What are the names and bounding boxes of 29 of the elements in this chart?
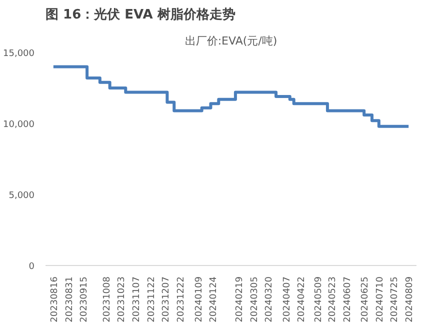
- x-tick-label: 20240710: [375, 276, 386, 322]
- x-tick-label: 20240219: [234, 276, 245, 322]
- x-tick-label: 20230816: [50, 276, 60, 322]
- x-tick-label: 20231207: [162, 276, 172, 322]
- y-tick-label: 15,000: [3, 49, 35, 59]
- x-tick-label: 20240625: [360, 276, 371, 322]
- x-tick-label: 20230831: [64, 276, 75, 322]
- x-tick-label: 20240320: [264, 276, 275, 322]
- x-tick-label: 20240509: [314, 276, 324, 322]
- y-tick-label: 0: [28, 262, 35, 272]
- x-tick-label: 20240124: [209, 276, 220, 322]
- x-tick-label: 20240725: [390, 276, 400, 322]
- x-tick-label: 20240305: [250, 276, 260, 322]
- x-tick-label: 20240607: [342, 276, 353, 322]
- x-tick-label: 20230915: [80, 276, 90, 322]
- x-tick-label: 20240422: [297, 276, 308, 322]
- x-tick-label: 20231122: [146, 276, 157, 322]
- y-tick-label: 10,000: [3, 120, 35, 130]
- y-tick-label: 5,000: [8, 191, 35, 201]
- x-tick-label: 20231008: [102, 276, 112, 322]
- x-tick-label: 20240523: [328, 276, 338, 322]
- x-tick-label: 20240809: [405, 276, 416, 322]
- chart-subtitle: 出厂价:EVA(元/吨): [184, 34, 278, 48]
- x-tick-label: 20231222: [176, 276, 187, 322]
- x-tick-label: 20231107: [132, 276, 142, 322]
- x-tick-label: 20231023: [117, 276, 128, 322]
- chart-title: 图 16：光伏 EVA 树脂价格走势: [46, 6, 236, 22]
- x-tick-label: 20240407: [282, 276, 292, 322]
- x-tick-label: 20240109: [194, 276, 204, 322]
